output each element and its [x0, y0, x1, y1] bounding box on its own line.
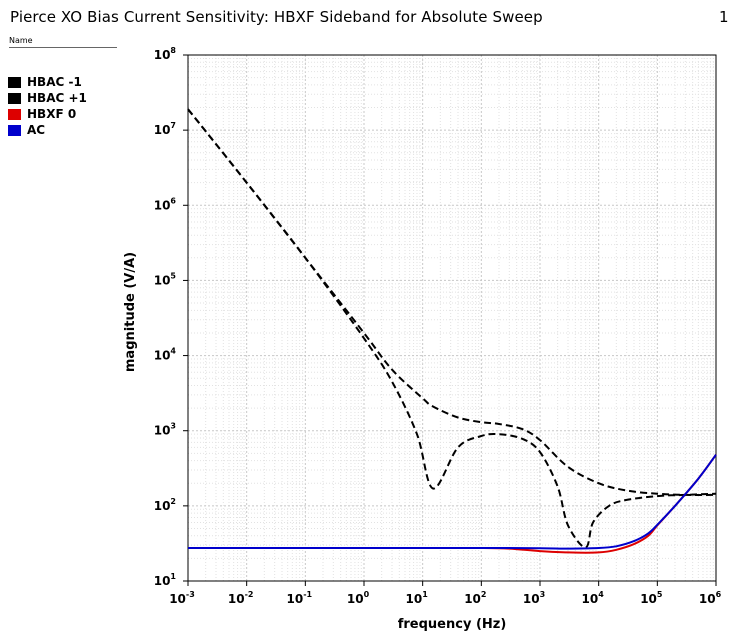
x-tick-label: 104 [582, 590, 605, 606]
legend-label: AC [27, 123, 46, 137]
y-tick-label: 105 [154, 271, 177, 287]
legend-item[interactable]: AC [8, 122, 87, 138]
y-tick-label: 103 [154, 422, 176, 438]
series-line-hbac-1 [187, 108, 717, 549]
legend-header: Name [9, 36, 117, 48]
y-tick-label: 107 [154, 121, 176, 137]
x-tick-label: 10-3 [169, 590, 195, 606]
legend-item[interactable]: HBAC +1 [8, 90, 87, 106]
x-tick-label: 105 [640, 590, 663, 606]
x-axis-label: frequency (Hz) [398, 617, 507, 632]
legend-swatch [8, 124, 21, 136]
legend-swatch [8, 108, 21, 120]
legend-label: HBAC +1 [27, 91, 87, 105]
y-tick-label: 108 [154, 46, 177, 62]
x-tick-label: 10-2 [228, 590, 254, 606]
legend-item[interactable]: HBAC -1 [8, 74, 87, 90]
y-tick-label: 104 [154, 347, 177, 363]
x-tick-label: 10-1 [287, 590, 313, 606]
x-tick-label: 102 [464, 590, 486, 606]
y-tick-label: 101 [154, 572, 177, 588]
legend-label: HBAC -1 [27, 75, 82, 89]
legend: HBAC -1 HBAC +1 HBXF 0 AC [8, 74, 87, 138]
series-line-ac [187, 454, 717, 550]
grid-lines [187, 54, 717, 582]
x-tick-label: 103 [523, 590, 545, 606]
chart-title: Pierce XO Bias Current Sensitivity: HBXF… [10, 8, 543, 26]
x-tick-label: 100 [347, 590, 370, 606]
series-line-hbxf-0 [187, 454, 717, 554]
x-tick-label: 106 [699, 590, 722, 606]
legend-item[interactable]: HBXF 0 [8, 106, 87, 122]
legend-label: HBXF 0 [27, 107, 77, 121]
series-line-hbac-1 [187, 108, 717, 496]
legend-swatch [8, 76, 21, 88]
axis-ticks: 10-3 10-2 10-1 100 101 102 103 104 105 106 101 102 1… [154, 46, 722, 606]
y-tick-label: 106 [154, 196, 177, 212]
y-tick-label: 102 [154, 497, 176, 513]
legend-swatch [8, 92, 21, 104]
series-lines [187, 108, 717, 554]
chart-number: 1 [719, 8, 729, 26]
plot-frame [187, 54, 717, 582]
x-tick-label: 101 [406, 590, 429, 606]
y-axis-label: magnitude (V/A) [123, 252, 138, 372]
